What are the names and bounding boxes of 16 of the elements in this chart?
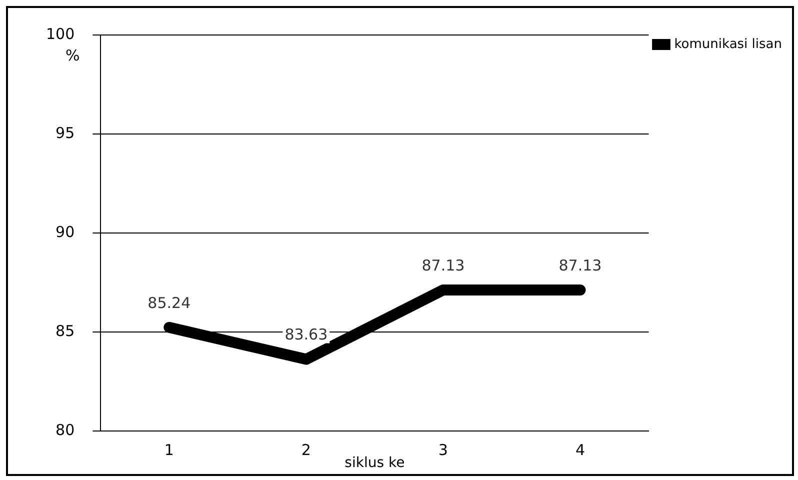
x-tick-label: 4 [575,441,585,460]
data-label: 87.13 [422,256,465,274]
y-tick-label: 90 [56,222,75,241]
data-label: 87.13 [558,256,602,274]
x-tick-label: 3 [438,441,448,460]
y-axis-title: % [66,46,80,64]
x-axis-title: siklus ke [344,455,405,472]
data-label: 83.63 [284,326,328,344]
data-label: 85.24 [148,294,191,312]
y-tick-label: 100 [46,24,75,43]
y-tick-label: 80 [56,421,75,440]
y-tick-label: 85 [56,322,75,340]
legend-label: komunikasi lisan [674,36,782,52]
x-tick-label: 1 [164,441,174,460]
x-tick-label: 2 [301,441,311,460]
y-tick-label: 95 [56,124,75,142]
